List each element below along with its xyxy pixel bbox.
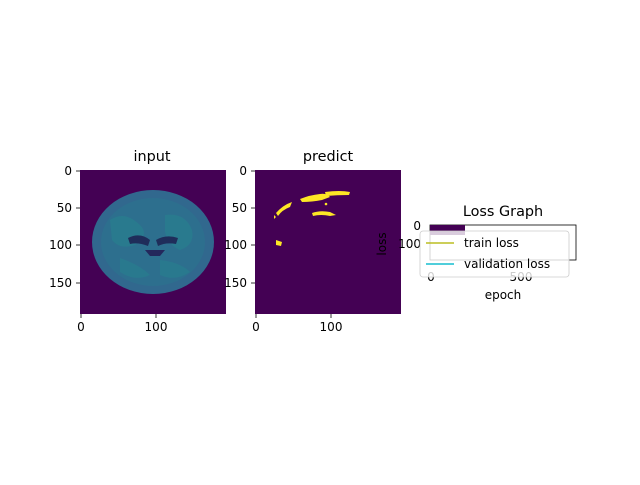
input-ytick-0: 0	[64, 164, 72, 178]
predict-panel: predict 0 50 100 150 0 100	[224, 149, 401, 334]
predict-ytick-0: 0	[239, 164, 247, 178]
legend-box	[419, 230, 570, 278]
loss-legend: train loss validation loss	[419, 230, 570, 278]
loss-ylabel: loss	[375, 232, 389, 255]
input-ytick-50: 50	[57, 201, 72, 215]
loss-xlabel: epoch	[485, 288, 522, 302]
legend-validation-label: validation loss	[464, 257, 550, 271]
loss-panel: Loss Graph 0 100 0 500 loss epoch train …	[375, 204, 577, 302]
loss-axes-fill	[430, 225, 465, 235]
brain-slice	[92, 190, 214, 294]
predict-ytick-150: 150	[224, 276, 247, 290]
predict-ytick-100: 100	[224, 238, 247, 252]
predict-xtick-100: 100	[320, 320, 343, 334]
predict-xtick-0: 0	[252, 320, 260, 334]
predict-title: predict	[303, 149, 354, 165]
input-xtick-100: 100	[145, 320, 168, 334]
input-panel: input 0 50 100 150 0 100	[49, 149, 226, 334]
loss-title: Loss Graph	[463, 204, 543, 220]
predict-ytick-50: 50	[232, 201, 247, 215]
input-ytick-150: 150	[49, 276, 72, 290]
input-title: input	[133, 149, 170, 165]
legend-train-label: train loss	[464, 236, 519, 250]
loss-ytick-0: 0	[413, 219, 421, 233]
input-xtick-0: 0	[77, 320, 85, 334]
loss-ytick-100: 100	[398, 237, 421, 251]
lesion-mask	[274, 191, 350, 246]
input-ytick-100: 100	[49, 238, 72, 252]
